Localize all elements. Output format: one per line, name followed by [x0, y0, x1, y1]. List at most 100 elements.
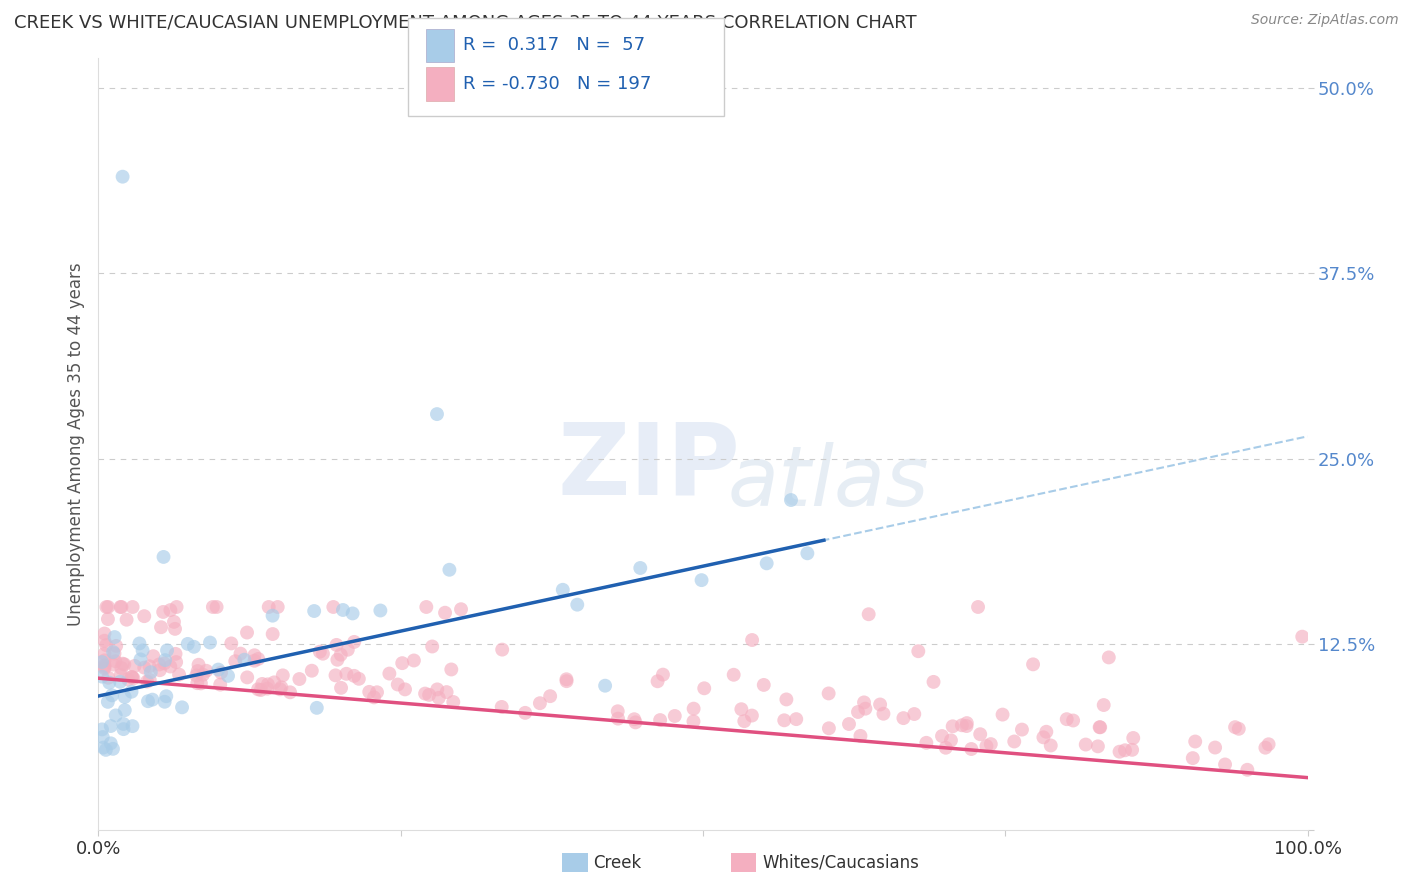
Point — [163, 622, 186, 636]
Point — [741, 708, 763, 723]
Point — [93, 660, 115, 674]
Point — [269, 682, 291, 697]
Point — [96, 599, 118, 614]
Point — [1039, 739, 1062, 753]
Point — [136, 694, 159, 708]
Point — [112, 722, 135, 736]
Point — [219, 636, 242, 650]
Point — [690, 573, 713, 587]
Point — [121, 684, 143, 698]
Text: R = -0.730   N = 197: R = -0.730 N = 197 — [463, 75, 651, 93]
Text: ZIP: ZIP — [558, 418, 741, 516]
Point — [893, 711, 915, 725]
Point — [853, 695, 876, 709]
Text: Source: ZipAtlas.com: Source: ZipAtlas.com — [1251, 13, 1399, 28]
Point — [326, 653, 349, 667]
Point — [343, 669, 366, 683]
Point — [491, 642, 513, 657]
Point — [363, 690, 385, 705]
Point — [205, 599, 228, 614]
Point — [682, 714, 704, 729]
Point — [1035, 724, 1057, 739]
Point — [312, 647, 335, 661]
Point — [186, 668, 208, 682]
Point — [858, 607, 880, 622]
Point — [110, 599, 132, 614]
Point — [138, 659, 160, 673]
Point — [152, 549, 174, 564]
Point — [440, 663, 463, 677]
Point — [278, 685, 301, 699]
Point — [111, 169, 134, 184]
Point — [236, 625, 259, 640]
Point — [796, 546, 818, 560]
Point — [115, 613, 138, 627]
Point — [93, 647, 115, 661]
Point — [97, 612, 120, 626]
Text: Whites/Caucasians: Whites/Caucasians — [762, 854, 920, 871]
Point — [1056, 712, 1078, 726]
Point — [141, 692, 163, 706]
Point — [903, 706, 925, 721]
Point — [104, 654, 127, 668]
Point — [733, 714, 755, 728]
Point — [387, 677, 409, 691]
Point — [1002, 734, 1025, 748]
Point — [308, 645, 330, 659]
Point — [330, 681, 353, 695]
Point — [110, 668, 132, 682]
Point — [1074, 738, 1097, 752]
Point — [332, 603, 354, 617]
Text: Creek: Creek — [593, 854, 641, 871]
Point — [853, 701, 876, 715]
Point — [103, 630, 125, 644]
Text: atlas: atlas — [727, 442, 929, 523]
Point — [110, 661, 132, 675]
Point — [567, 598, 589, 612]
Point — [148, 657, 170, 672]
Point — [785, 712, 807, 726]
Point — [1011, 723, 1033, 737]
Point — [538, 689, 561, 703]
Point — [183, 640, 205, 654]
Point — [415, 599, 437, 614]
Point — [872, 706, 894, 721]
Point — [103, 647, 125, 661]
Point — [967, 599, 990, 614]
Point — [1204, 740, 1226, 755]
Point — [93, 653, 115, 667]
Point — [100, 736, 122, 750]
Point — [441, 695, 464, 709]
Point — [955, 719, 977, 733]
Text: R =  0.317   N =  57: R = 0.317 N = 57 — [463, 37, 645, 54]
Point — [186, 676, 208, 690]
Point — [131, 643, 153, 657]
Point — [664, 709, 686, 723]
Point — [236, 670, 259, 684]
Point — [153, 653, 176, 667]
Point — [267, 599, 290, 614]
Point — [249, 683, 271, 698]
Point — [153, 695, 176, 709]
Point — [413, 687, 436, 701]
Point — [243, 654, 266, 668]
Point — [305, 701, 328, 715]
Point — [931, 729, 953, 743]
Point — [551, 582, 574, 597]
Point — [991, 707, 1014, 722]
Point — [752, 678, 775, 692]
Point — [93, 633, 115, 648]
Text: CREEK VS WHITE/CAUCASIAN UNEMPLOYMENT AMONG AGES 35 TO 44 YEARS CORRELATION CHAR: CREEK VS WHITE/CAUCASIAN UNEMPLOYMENT AM… — [14, 13, 917, 31]
Point — [97, 671, 120, 685]
Point — [628, 561, 651, 575]
Point — [960, 742, 983, 756]
Point — [114, 690, 136, 704]
Point — [1121, 743, 1143, 757]
Point — [155, 690, 177, 704]
Point — [262, 608, 284, 623]
Point — [939, 733, 962, 747]
Point — [256, 681, 278, 696]
Point — [165, 655, 187, 669]
Point — [121, 670, 143, 684]
Point — [129, 652, 152, 666]
